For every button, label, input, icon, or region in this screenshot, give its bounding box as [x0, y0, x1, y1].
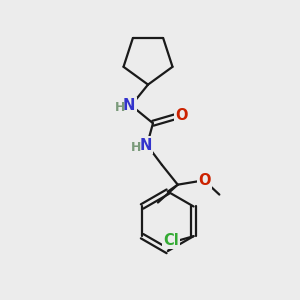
- Text: O: O: [198, 173, 211, 188]
- Text: N: N: [123, 98, 135, 113]
- Text: H: H: [131, 140, 141, 154]
- Text: H: H: [115, 101, 125, 114]
- Text: O: O: [176, 108, 188, 123]
- Text: Cl: Cl: [163, 233, 179, 248]
- Text: N: N: [140, 137, 152, 152]
